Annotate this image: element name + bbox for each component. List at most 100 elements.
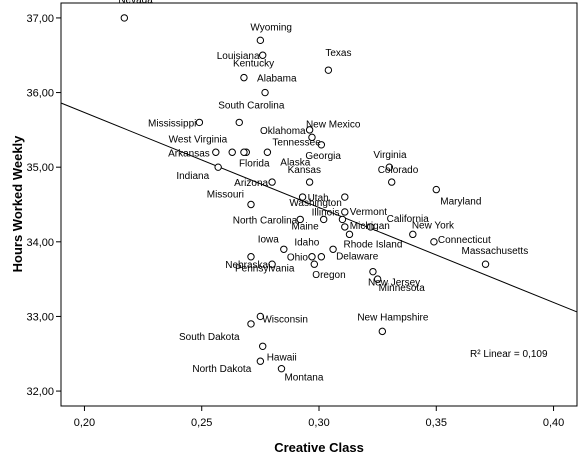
point-label-south-dakota: South Dakota <box>179 332 240 343</box>
point-label-louisiana: Louisiana <box>217 51 260 62</box>
point-label-new-mexico: New Mexico <box>306 119 361 130</box>
point-mississippi <box>195 118 204 127</box>
point-label-idaho: Idaho <box>294 238 319 249</box>
point-alabama <box>261 88 269 97</box>
point-nebraska <box>268 260 276 268</box>
y-tick-label: 33,00 <box>26 311 54 323</box>
point-label-missouri: Missouri <box>207 190 244 201</box>
point-label-pennsylvania: Pennsylvania <box>235 264 295 275</box>
point-label-north-carolina: North Carolina <box>233 215 298 226</box>
point-south-dakota <box>247 320 255 328</box>
point-iowa <box>280 245 288 253</box>
point-label-massachusetts: Massachusetts <box>462 246 529 257</box>
point-label-new-jersey: New Jersey <box>368 278 420 289</box>
y-tick-label: 35,00 <box>26 162 54 174</box>
point-colorado <box>388 178 396 186</box>
point-missouri <box>247 200 255 209</box>
point-label-montana: Montana <box>284 373 323 384</box>
point-label-indiana: Indiana <box>176 171 209 182</box>
point-indiana <box>214 163 222 171</box>
points-layer <box>120 14 490 373</box>
point-label-washington: Washington <box>289 198 341 209</box>
point-label-utah: Utah <box>308 193 329 204</box>
point-label-wisconsin: Wisconsin <box>262 314 308 325</box>
point-pennsylvania <box>247 253 255 261</box>
point-maine <box>319 215 328 224</box>
point-vermont <box>341 208 349 216</box>
point-minnesota <box>373 275 382 283</box>
point-delaware <box>329 245 337 253</box>
point-label-alabama: Alabama <box>257 74 297 85</box>
point-label-kentucky: Kentucky <box>233 59 274 70</box>
point-label-nebraska: Nebraska <box>225 260 268 271</box>
point-label-hawaii: Hawaii <box>267 352 297 363</box>
plot-area <box>60 2 578 407</box>
point-arkansas <box>212 148 220 156</box>
x-tick-label: 0,40 <box>543 417 564 429</box>
point-ohio <box>308 253 316 261</box>
point-label-delaware: Delaware <box>336 251 379 262</box>
regression-line <box>60 102 578 313</box>
point-hawaii <box>259 342 267 350</box>
point-label-kansas: Kansas <box>288 165 321 176</box>
point-label-nevada: Nevada <box>118 0 153 6</box>
point-north-carolina <box>296 215 304 224</box>
point-label-ohio: Ohio <box>287 253 309 264</box>
x-axis-title: Creative Class <box>274 440 364 455</box>
y-tick-label: 36,00 <box>26 88 54 100</box>
point-label-new-hampshire: New Hampshire <box>357 312 429 323</box>
point-label-mississippi: Mississippi <box>148 118 196 129</box>
point-florida <box>240 148 248 156</box>
point-label-wyoming: Wyoming <box>250 22 292 33</box>
fit-line-layer <box>60 102 578 313</box>
y-axis-title: Hours Worked Weekly <box>10 135 25 273</box>
point-label-illinois: Illinois <box>312 207 340 218</box>
point-label-arizona: Arizona <box>234 178 268 189</box>
axis-ticks: 32,00 33,00 34,00 35,00 36,00 37,00 0,20 0,25 0,… <box>26 13 564 429</box>
point-kentucky <box>240 73 248 82</box>
point-rhode-island <box>345 230 354 239</box>
point-massachusetts <box>481 260 490 268</box>
point-kansas <box>305 178 314 186</box>
point-new-mexico <box>308 133 316 142</box>
point-wisconsin <box>256 312 265 321</box>
point-wyoming <box>256 36 265 45</box>
x-tick-label: 0,20 <box>74 417 95 429</box>
point-west-virginia <box>228 148 236 156</box>
point-label-new-york: New York <box>412 220 455 231</box>
point-label-south-carolina: South Carolina <box>218 100 285 111</box>
point-north-dakota <box>256 357 265 365</box>
point-georgia <box>317 141 326 149</box>
point-tennessee <box>263 148 272 156</box>
point-new-york <box>409 230 417 239</box>
point-connecticut <box>430 238 438 246</box>
point-label-maryland: Maryland <box>440 197 481 208</box>
y-tick-label: 34,00 <box>26 237 54 249</box>
point-label-rhode-island: Rhode Island <box>343 239 402 250</box>
point-south-carolina <box>235 118 243 127</box>
point-oklahoma <box>305 126 314 134</box>
point-virginia <box>385 163 394 171</box>
point-label-colorado: Colorado <box>378 165 419 176</box>
point-new-hampshire <box>378 327 387 336</box>
point-label-tennessee: Tennessee <box>272 137 321 148</box>
point-nevada <box>120 14 129 22</box>
point-arizona <box>268 178 276 186</box>
point-label-west-virginia: West Virginia <box>169 134 228 145</box>
point-california <box>366 223 375 231</box>
point-label-minnesota: Minnesota <box>379 283 426 294</box>
point-utah <box>298 193 307 201</box>
point-label-iowa: Iowa <box>258 234 280 245</box>
point-label-vermont: Vermont <box>350 207 387 218</box>
point-label-connecticut: Connecticut <box>438 235 491 246</box>
point-label-michigan: Michigan <box>350 221 390 232</box>
point-idaho <box>317 253 326 261</box>
y-tick-label: 32,00 <box>26 386 54 398</box>
point-louisiana <box>259 51 267 59</box>
point-labels-layer: Nevada Wyoming Louisiana Texas Kentucky Alaba… <box>118 0 528 384</box>
point-montana <box>277 364 286 373</box>
point-maryland <box>432 185 440 194</box>
point-label-georgia: Georgia <box>305 151 341 162</box>
point-washington <box>341 193 349 201</box>
